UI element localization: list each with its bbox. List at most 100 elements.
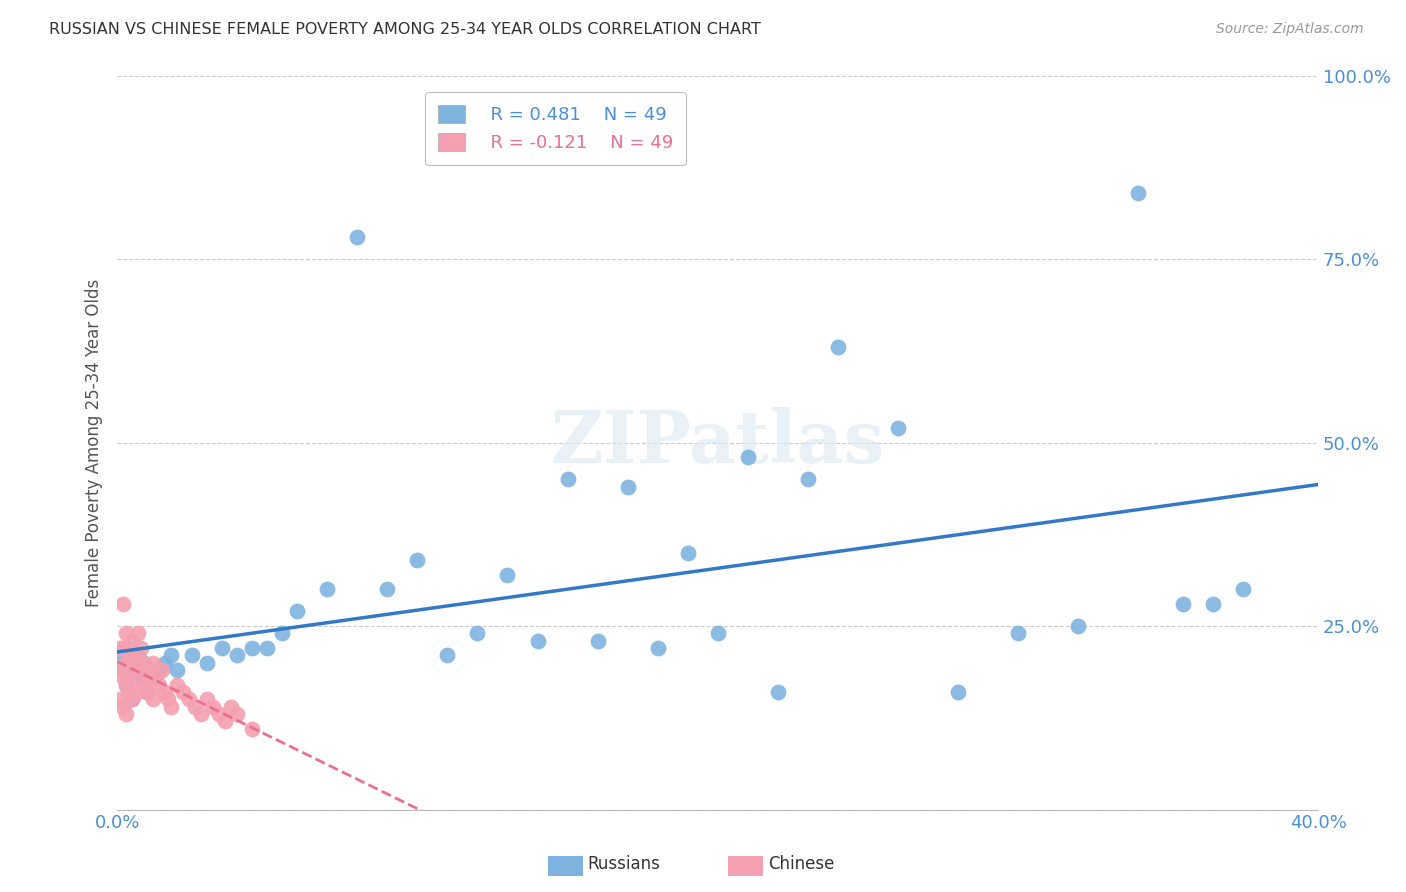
- Point: [118, 685, 141, 699]
- Point: [172, 685, 194, 699]
- Point: [127, 656, 149, 670]
- Point: [166, 678, 188, 692]
- Point: [1067, 619, 1090, 633]
- Point: [136, 663, 159, 677]
- Point: [1171, 597, 1194, 611]
- Point: [887, 421, 910, 435]
- Text: Chinese: Chinese: [768, 855, 834, 873]
- Point: [124, 670, 146, 684]
- Point: [586, 633, 609, 648]
- Text: Russians: Russians: [588, 855, 661, 873]
- Point: [127, 648, 149, 663]
- Point: [121, 692, 143, 706]
- Point: [616, 479, 638, 493]
- Point: [112, 597, 135, 611]
- Point: [121, 633, 143, 648]
- Point: [112, 699, 135, 714]
- Point: [139, 670, 162, 684]
- Point: [226, 648, 249, 663]
- Point: [256, 641, 278, 656]
- Point: [115, 707, 138, 722]
- Point: [346, 230, 368, 244]
- Point: [121, 663, 143, 677]
- Point: [115, 678, 138, 692]
- Legend:   R = 0.481    N = 49,   R = -0.121    N = 49: R = 0.481 N = 49, R = -0.121 N = 49: [425, 92, 686, 165]
- Point: [145, 670, 167, 684]
- Point: [179, 692, 201, 706]
- Point: [112, 641, 135, 656]
- Point: [148, 663, 170, 677]
- Point: [166, 663, 188, 677]
- Point: [112, 648, 135, 663]
- Point: [121, 692, 143, 706]
- Point: [184, 699, 207, 714]
- Point: [240, 722, 263, 736]
- Point: [118, 648, 141, 663]
- Point: [155, 685, 177, 699]
- Point: [436, 648, 458, 663]
- Point: [115, 656, 138, 670]
- Point: [1126, 186, 1149, 200]
- Point: [406, 553, 429, 567]
- Point: [129, 670, 152, 684]
- Point: [134, 656, 156, 670]
- Point: [136, 685, 159, 699]
- Point: [202, 699, 225, 714]
- Point: [676, 546, 699, 560]
- Point: [150, 663, 173, 677]
- Point: [377, 582, 399, 597]
- Point: [160, 648, 183, 663]
- Point: [134, 656, 156, 670]
- Point: [737, 450, 759, 465]
- Point: [142, 692, 165, 706]
- Point: [211, 641, 233, 656]
- Point: [226, 707, 249, 722]
- Point: [108, 692, 131, 706]
- Point: [316, 582, 339, 597]
- Point: [142, 670, 165, 684]
- Point: [496, 567, 519, 582]
- Point: [112, 670, 135, 684]
- Text: RUSSIAN VS CHINESE FEMALE POVERTY AMONG 25-34 YEAR OLDS CORRELATION CHART: RUSSIAN VS CHINESE FEMALE POVERTY AMONG …: [49, 22, 761, 37]
- Point: [181, 648, 204, 663]
- Point: [115, 626, 138, 640]
- Point: [136, 685, 159, 699]
- Point: [796, 472, 818, 486]
- Point: [467, 626, 489, 640]
- Y-axis label: Female Poverty Among 25-34 Year Olds: Female Poverty Among 25-34 Year Olds: [86, 278, 103, 607]
- Point: [127, 685, 149, 699]
- Point: [1007, 626, 1029, 640]
- Point: [647, 641, 669, 656]
- Point: [148, 678, 170, 692]
- Point: [115, 678, 138, 692]
- Point: [142, 656, 165, 670]
- Text: ZIPatlas: ZIPatlas: [551, 407, 884, 478]
- Point: [124, 663, 146, 677]
- Point: [160, 699, 183, 714]
- Point: [208, 707, 231, 722]
- Point: [195, 656, 218, 670]
- Point: [285, 604, 308, 618]
- Point: [946, 685, 969, 699]
- Point: [155, 656, 177, 670]
- Point: [1202, 597, 1225, 611]
- Point: [118, 641, 141, 656]
- Point: [195, 692, 218, 706]
- Point: [134, 678, 156, 692]
- Point: [157, 692, 180, 706]
- Point: [706, 626, 728, 640]
- Point: [127, 626, 149, 640]
- Point: [271, 626, 294, 640]
- Point: [219, 699, 242, 714]
- Point: [214, 714, 236, 729]
- Point: [108, 663, 131, 677]
- Point: [526, 633, 548, 648]
- Point: [108, 641, 131, 656]
- Point: [1232, 582, 1254, 597]
- Point: [118, 656, 141, 670]
- Point: [766, 685, 789, 699]
- Point: [108, 663, 131, 677]
- Point: [240, 641, 263, 656]
- Point: [129, 641, 152, 656]
- Point: [129, 663, 152, 677]
